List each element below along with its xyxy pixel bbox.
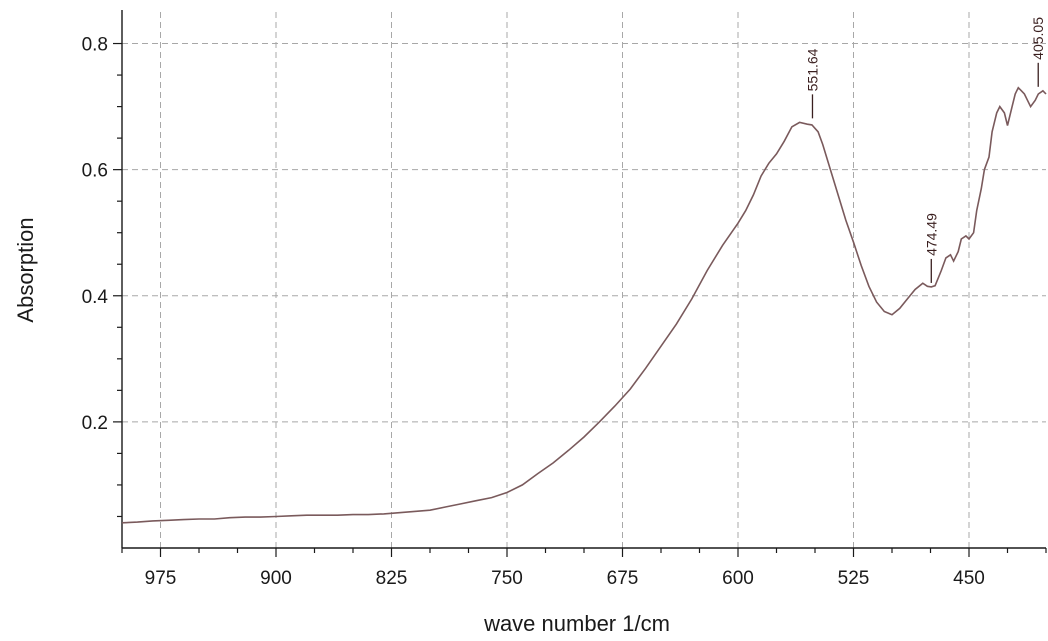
spectrum-series-line [121, 86, 1047, 524]
y-axis-ticks: 0.2 0.4 0.6 0.8 [82, 35, 122, 518]
y-tick-label: 0.6 [82, 161, 108, 182]
axes [121, 10, 1046, 549]
peak-label: 551.64 [804, 48, 820, 91]
x-tick-label: 900 [260, 568, 292, 589]
x-tick-label: 750 [491, 568, 523, 589]
peak-annotations: 551.64 474.49 405.05 [804, 17, 1046, 283]
x-axis-ticks: 975 900 825 750 675 600 525 450 [121, 548, 1047, 589]
peak-label: 474.49 [923, 213, 939, 256]
x-axis-title: wave number 1/cm [483, 611, 670, 636]
x-tick-label: 600 [722, 568, 754, 589]
y-tick-label: 0.4 [82, 287, 109, 308]
series [121, 86, 1047, 524]
x-tick-label: 525 [838, 568, 870, 589]
x-tick-label: 825 [376, 568, 408, 589]
y-tick-label: 0.8 [82, 35, 108, 56]
x-tick-label: 675 [607, 568, 639, 589]
y-axis-title: Absorption [13, 217, 38, 322]
peak-label: 405.05 [1030, 17, 1046, 60]
x-tick-label: 450 [953, 568, 985, 589]
x-tick-label: 975 [145, 568, 177, 589]
grid [122, 12, 1046, 548]
y-tick-label: 0.2 [82, 413, 108, 434]
